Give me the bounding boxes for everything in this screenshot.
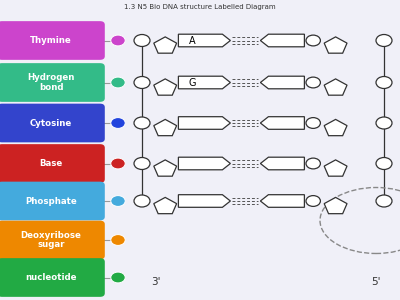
Polygon shape — [178, 195, 230, 207]
Polygon shape — [324, 79, 347, 95]
Polygon shape — [178, 157, 230, 170]
Polygon shape — [154, 119, 177, 136]
Polygon shape — [324, 197, 347, 214]
Polygon shape — [178, 117, 230, 129]
FancyBboxPatch shape — [0, 144, 105, 183]
FancyBboxPatch shape — [0, 220, 105, 259]
Polygon shape — [260, 157, 304, 170]
Circle shape — [306, 118, 320, 128]
Polygon shape — [154, 160, 177, 176]
Circle shape — [111, 272, 125, 283]
Circle shape — [134, 195, 150, 207]
Polygon shape — [324, 119, 347, 136]
Text: Phosphate: Phosphate — [25, 196, 77, 206]
Polygon shape — [260, 117, 304, 129]
Text: Hydrogen
bond: Hydrogen bond — [27, 73, 75, 92]
Circle shape — [306, 196, 320, 206]
FancyBboxPatch shape — [0, 258, 105, 297]
Circle shape — [111, 196, 125, 206]
Circle shape — [376, 117, 392, 129]
Polygon shape — [154, 79, 177, 95]
Polygon shape — [260, 195, 304, 207]
Text: Thymine: Thymine — [30, 36, 72, 45]
Circle shape — [376, 195, 392, 207]
Text: nucleotide: nucleotide — [25, 273, 77, 282]
Text: Cytosine: Cytosine — [30, 118, 72, 127]
Circle shape — [306, 158, 320, 169]
FancyBboxPatch shape — [0, 21, 105, 60]
Circle shape — [134, 158, 150, 169]
Circle shape — [134, 76, 150, 88]
Circle shape — [134, 117, 150, 129]
FancyBboxPatch shape — [0, 63, 105, 102]
Polygon shape — [324, 160, 347, 176]
Circle shape — [306, 77, 320, 88]
Polygon shape — [154, 197, 177, 214]
Circle shape — [111, 158, 125, 169]
Circle shape — [111, 35, 125, 46]
Text: G: G — [189, 77, 196, 88]
Text: Base: Base — [39, 159, 63, 168]
Polygon shape — [324, 37, 347, 53]
Polygon shape — [178, 76, 230, 89]
Circle shape — [134, 34, 150, 46]
Circle shape — [376, 34, 392, 46]
Text: Deoxyribose
sugar: Deoxyribose sugar — [20, 231, 82, 249]
Circle shape — [111, 235, 125, 245]
Text: 1.3 N5 Bio DNA structure Labelled Diagram: 1.3 N5 Bio DNA structure Labelled Diagra… — [124, 4, 276, 10]
Circle shape — [376, 76, 392, 88]
Text: A: A — [189, 35, 196, 46]
Polygon shape — [154, 37, 177, 53]
Text: 3': 3' — [151, 277, 161, 287]
Circle shape — [306, 35, 320, 46]
Circle shape — [111, 118, 125, 128]
Circle shape — [376, 158, 392, 169]
FancyBboxPatch shape — [0, 182, 105, 220]
FancyBboxPatch shape — [0, 104, 105, 142]
Polygon shape — [178, 34, 230, 47]
Circle shape — [111, 77, 125, 88]
Polygon shape — [260, 34, 304, 47]
Polygon shape — [260, 76, 304, 89]
Text: 5': 5' — [371, 277, 381, 287]
